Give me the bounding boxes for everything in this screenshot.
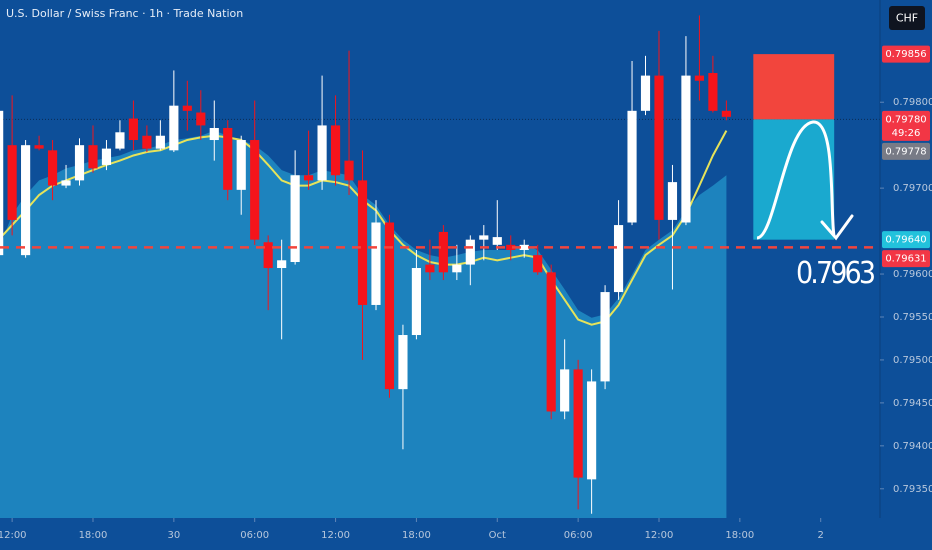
- x-tick-label: 12:00: [645, 530, 674, 541]
- candle-body: [223, 127, 233, 190]
- candle-body: [398, 335, 408, 390]
- x-tick-label: Oct: [489, 530, 506, 541]
- y-tick-label: 0.79350: [893, 484, 932, 495]
- candle-body: [0, 110, 4, 256]
- projection-arrow: [820, 214, 854, 241]
- candle-body: [600, 292, 610, 382]
- candle-body: [721, 110, 731, 117]
- candle-body: [88, 145, 98, 169]
- candle-body: [533, 255, 543, 273]
- candle-body: [357, 180, 368, 305]
- candle-body: [560, 369, 570, 412]
- candle-body: [277, 260, 287, 269]
- candle-body: [452, 264, 462, 273]
- x-tick-label: 12:00: [321, 530, 350, 541]
- candle-body: [708, 73, 718, 111]
- candle-body: [519, 244, 529, 250]
- candle-body: [371, 222, 381, 305]
- candle-body: [101, 148, 112, 165]
- candle-body: [438, 231, 448, 273]
- x-tick-label: 06:00: [240, 530, 269, 541]
- projection-curve: [756, 120, 836, 240]
- candle-body: [425, 264, 435, 273]
- candle-body: [304, 175, 314, 181]
- candle-body: [7, 145, 17, 220]
- candle-body: [115, 132, 125, 149]
- candle-body: [384, 222, 395, 390]
- currency-button-bg[interactable]: [889, 6, 925, 30]
- x-tick-label: 18:00: [725, 530, 754, 541]
- candle-body: [317, 125, 327, 181]
- y-tick-label: 0.79400: [893, 441, 932, 452]
- candle-body: [263, 242, 273, 269]
- candle-body: [344, 160, 354, 181]
- candle-body: [411, 268, 421, 336]
- candle-body: [155, 135, 165, 149]
- candle-body: [34, 145, 44, 149]
- candle-body: [209, 127, 219, 141]
- price-tag: [882, 110, 930, 141]
- candle-body: [573, 369, 583, 478]
- currency-button[interactable]: CHF: [896, 12, 918, 25]
- candle-body: [250, 140, 260, 240]
- candle-body: [61, 180, 71, 186]
- overlay: [756, 120, 854, 241]
- y-tick-label: 0.79550: [893, 312, 932, 323]
- candle-body: [506, 244, 516, 250]
- x-tick-label: 06:00: [564, 530, 593, 541]
- price-tag: [882, 250, 930, 268]
- price-tag-label: 0.79778: [885, 146, 926, 157]
- candle-body: [142, 135, 152, 149]
- candle-body: [654, 75, 664, 220]
- y-tick-label: 0.79450: [893, 398, 932, 409]
- candle-body: [330, 125, 341, 176]
- chart-title: U.S. Dollar / Swiss Franc · 1h · Trade N…: [6, 7, 243, 20]
- price-tag-countdown: 49:26: [892, 128, 921, 139]
- candle-body: [613, 225, 624, 293]
- cloud-area: [0, 130, 727, 518]
- stop-zone: [753, 54, 835, 120]
- candle-body: [640, 75, 651, 111]
- x-tick-label: 18:00: [402, 530, 431, 541]
- y-tick-label: 0.79600: [893, 269, 932, 280]
- price-tag-label: 0.79631: [885, 254, 926, 265]
- x-tick-label: 18:00: [79, 530, 108, 541]
- candle-body: [236, 140, 246, 190]
- candle-body: [694, 75, 704, 81]
- x-tick-label: 12:00: [0, 530, 27, 541]
- price-tag-label: 0.79856: [885, 49, 926, 60]
- candle-body: [587, 381, 597, 480]
- candle-body: [47, 150, 58, 186]
- x-tick-label: 30: [167, 530, 180, 541]
- candle-body: [465, 239, 475, 265]
- target-zone: [753, 119, 835, 240]
- price-tag: [882, 231, 930, 249]
- target-annotation: 0.7963: [796, 256, 876, 291]
- candle-body: [74, 145, 85, 181]
- candle-body: [667, 182, 678, 220]
- candle-body: [627, 110, 637, 223]
- candle-body: [290, 175, 300, 263]
- price-tag-label: 0.79780: [885, 114, 926, 125]
- y-tick-label: 0.79800: [893, 97, 932, 108]
- candle-body: [492, 237, 502, 245]
- candle-body: [21, 145, 31, 256]
- candle-body: [479, 235, 489, 240]
- candle-body: [546, 272, 556, 412]
- price-tag: [882, 142, 930, 160]
- candle-body: [182, 105, 192, 111]
- y-tick-label: 0.79700: [893, 183, 932, 194]
- price-tag: [882, 45, 930, 63]
- candle-body: [169, 105, 179, 151]
- candle-body: [196, 112, 206, 126]
- candle-body: [128, 118, 138, 141]
- y-tick-label: 0.79500: [893, 355, 932, 366]
- price-tag-label: 0.79640: [885, 235, 926, 246]
- plot-layer: [0, 15, 880, 518]
- x-tick-label: 2: [818, 530, 824, 541]
- candle-body: [681, 75, 691, 223]
